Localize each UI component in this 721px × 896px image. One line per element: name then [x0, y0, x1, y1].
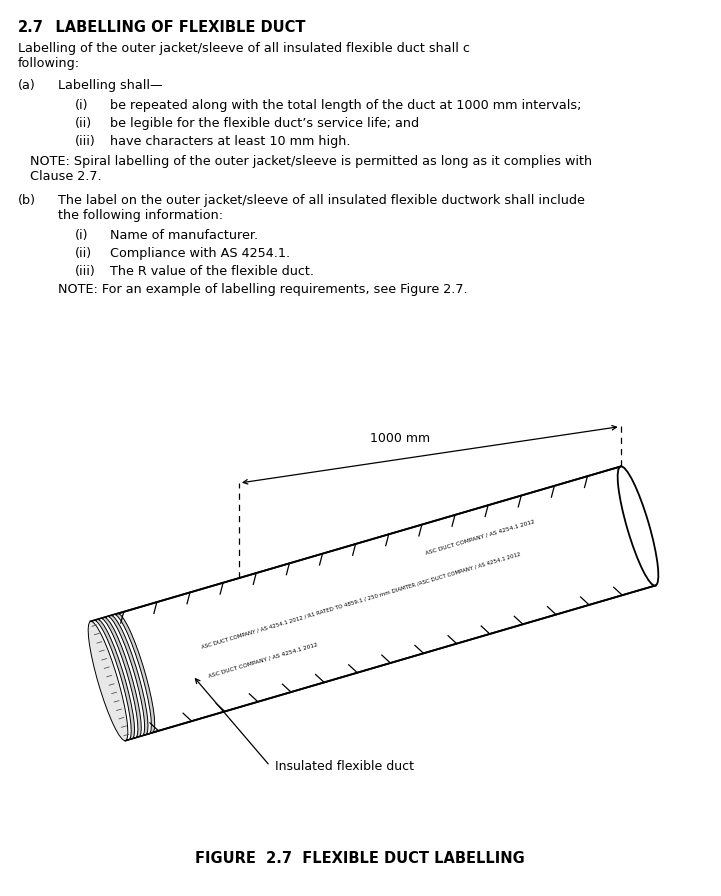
Text: (a): (a) — [18, 79, 36, 92]
Ellipse shape — [88, 622, 128, 741]
Text: Clause 2.7.: Clause 2.7. — [30, 170, 102, 183]
Text: 2.7: 2.7 — [18, 20, 44, 35]
Text: 1000 mm: 1000 mm — [370, 432, 430, 444]
Ellipse shape — [98, 618, 138, 737]
Text: be repeated along with the total length of the duct at 1000 mm intervals;: be repeated along with the total length … — [110, 99, 582, 112]
Ellipse shape — [102, 617, 141, 737]
Text: (iii): (iii) — [75, 135, 96, 148]
Text: ASC DUCT COMPANY / AS 4254.1 2012 / R1 RATED TO 4859.1 / 250 mm DIAMTER /ASC DUC: ASC DUCT COMPANY / AS 4254.1 2012 / R1 R… — [200, 552, 521, 650]
Polygon shape — [91, 467, 655, 740]
Text: (b): (b) — [18, 194, 36, 207]
Ellipse shape — [115, 614, 155, 733]
Text: ASC DUCT COMPANY / AS 4254.1 2012: ASC DUCT COMPANY / AS 4254.1 2012 — [208, 642, 318, 678]
Text: Compliance with AS 4254.1.: Compliance with AS 4254.1. — [110, 247, 290, 260]
Text: the following information:: the following information: — [58, 209, 223, 222]
Text: Labelling shall—: Labelling shall— — [58, 79, 163, 92]
Text: (iii): (iii) — [75, 265, 96, 278]
Text: following:: following: — [18, 57, 80, 70]
Text: NOTE: Spiral labelling of the outer jacket/sleeve is permitted as long as it com: NOTE: Spiral labelling of the outer jack… — [30, 155, 592, 168]
Text: NOTE: For an example of labelling requirements, see Figure 2.7.: NOTE: For an example of labelling requir… — [58, 283, 468, 296]
Ellipse shape — [112, 615, 151, 734]
Text: (i): (i) — [75, 229, 89, 242]
Text: be legible for the flexible duct’s service life; and: be legible for the flexible duct’s servi… — [110, 117, 419, 130]
Ellipse shape — [108, 616, 148, 735]
Text: The label on the outer jacket/sleeve of all insulated flexible ductwork shall in: The label on the outer jacket/sleeve of … — [58, 194, 585, 207]
Ellipse shape — [95, 619, 135, 738]
Ellipse shape — [92, 620, 131, 739]
Text: Labelling of the outer jacket/sleeve of all insulated flexible duct shall c: Labelling of the outer jacket/sleeve of … — [18, 42, 470, 55]
Text: Name of manufacturer.: Name of manufacturer. — [110, 229, 258, 242]
Text: ASC DUCT COMPANY / AS 4254.1 2012: ASC DUCT COMPANY / AS 4254.1 2012 — [425, 518, 535, 555]
Ellipse shape — [105, 616, 145, 736]
Text: (i): (i) — [75, 99, 89, 112]
Text: (ii): (ii) — [75, 117, 92, 130]
Ellipse shape — [618, 467, 658, 586]
Text: LABELLING OF FLEXIBLE DUCT: LABELLING OF FLEXIBLE DUCT — [40, 20, 306, 35]
Text: have characters at least 10 mm high.: have characters at least 10 mm high. — [110, 135, 350, 148]
Text: FIGURE  2.7  FLEXIBLE DUCT LABELLING: FIGURE 2.7 FLEXIBLE DUCT LABELLING — [195, 851, 525, 866]
Text: (ii): (ii) — [75, 247, 92, 260]
Text: The R value of the flexible duct.: The R value of the flexible duct. — [110, 265, 314, 278]
Text: Insulated flexible duct: Insulated flexible duct — [275, 760, 414, 772]
